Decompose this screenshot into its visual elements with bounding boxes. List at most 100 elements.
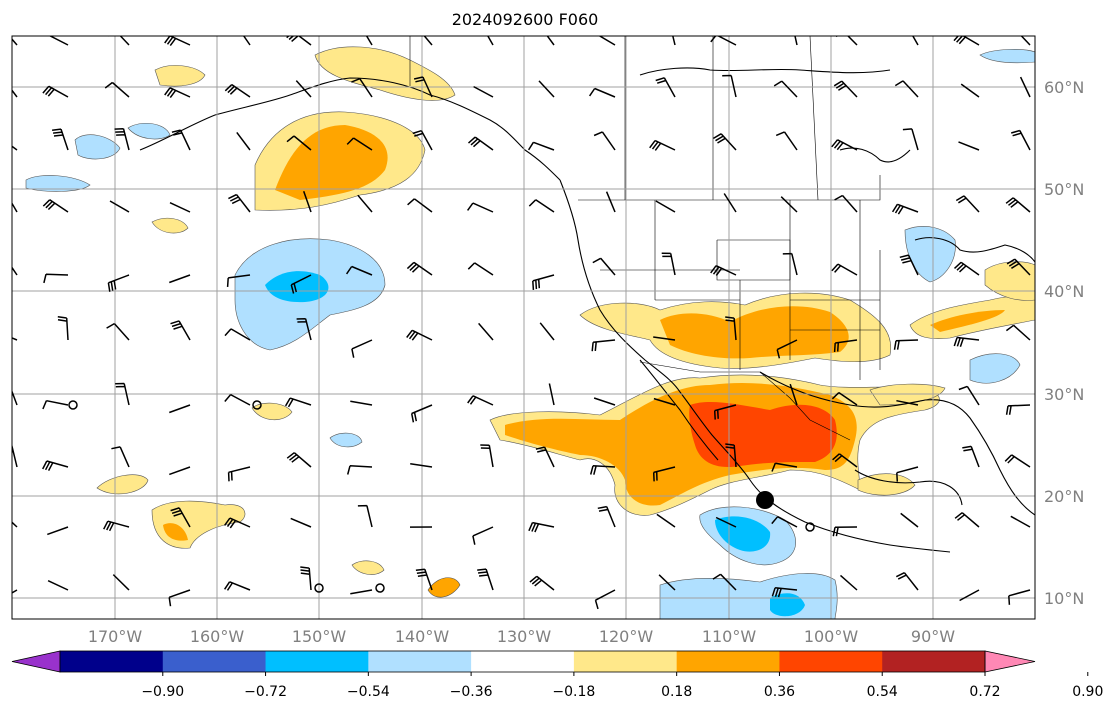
shade-negative-nw-pacific: [74, 134, 121, 160]
shade-negative-west-edge: [25, 175, 91, 192]
wind-barb: [104, 81, 130, 98]
lon-label-130: 130°W: [497, 627, 552, 646]
colorbar-segment: [162, 651, 267, 672]
wind-barbs: [12, 36, 1031, 610]
colorbar-tick-label: −0.36: [450, 684, 493, 700]
wind-barb: [771, 587, 798, 598]
wind-barb: [286, 452, 312, 468]
wind-barb: [593, 397, 616, 406]
wind-barb: [1004, 454, 1031, 468]
wind-barb: [831, 139, 858, 151]
colorbar-segment: [573, 651, 678, 672]
wind-barb: [171, 129, 191, 151]
colorbar-tick-label: 0.36: [764, 684, 795, 700]
wind-barb: [170, 320, 191, 341]
shade-positive-aleutian-small: [151, 217, 189, 234]
wind-barb: [284, 397, 312, 408]
wind-barb: [528, 521, 555, 533]
colorbar-segment: [368, 651, 472, 672]
wind-barb: [528, 199, 555, 213]
wind-barb: [1005, 404, 1031, 415]
shade-positive-sw-us-core: [660, 306, 849, 359]
wind-barb: [782, 252, 798, 276]
wind-barb: [236, 131, 251, 151]
colorbar-tick-label: −0.18: [552, 684, 595, 700]
wind-barb: [415, 568, 433, 591]
shade-positive-small-3: [427, 577, 461, 598]
wind-barb: [12, 521, 18, 528]
border-us-mexico: [639, 361, 851, 441]
wind-barb: [103, 520, 130, 532]
wind-barb: [539, 322, 555, 341]
wind-barb: [722, 74, 737, 98]
wind-barb: [112, 574, 130, 591]
wind-barb: [357, 194, 373, 213]
colorbar-segment: [471, 651, 575, 672]
wind-barb: [107, 274, 130, 292]
wind-barb: [959, 589, 980, 602]
lat-label-20: 20°N: [1044, 487, 1084, 506]
lon-label-170: 170°W: [88, 627, 143, 646]
wind-barb: [771, 516, 798, 528]
wind-barb: [835, 36, 858, 46]
colorbar-segment: [676, 651, 780, 672]
colorbar-extend-max: [984, 650, 1036, 673]
colorbar-tick-label: 0.18: [661, 684, 692, 700]
wind-barb: [592, 257, 616, 276]
wind-barb: [529, 575, 555, 591]
graticule: [12, 36, 1035, 619]
lon-label-120: 120°W: [599, 627, 654, 646]
wind-barb: [12, 589, 18, 594]
wind-barb: [42, 85, 69, 98]
wind-barb: [789, 383, 798, 406]
wind-barb: [891, 203, 919, 215]
wind-barb: [1005, 197, 1031, 213]
wind-barb: [794, 36, 798, 46]
wind-barb: [833, 80, 858, 98]
wind-barb: [286, 135, 312, 151]
wind-barb: [900, 512, 919, 528]
wind-barb: [962, 445, 980, 468]
wind-barb: [47, 526, 69, 536]
wind-barb: [1005, 324, 1031, 341]
wind-barb: [1020, 36, 1031, 46]
wind-barb: [538, 80, 555, 98]
wind-barb: [656, 513, 676, 528]
lat-label-60: 60°N: [1044, 78, 1084, 97]
lon-label-100: 100°W: [804, 627, 859, 646]
wind-barb: [658, 574, 676, 591]
wind-barb: [775, 131, 798, 151]
border-us-states-2: [789, 200, 881, 380]
wind-barb: [773, 80, 798, 98]
wind-barb: [346, 137, 373, 151]
shade-positive-aleutian: [154, 65, 206, 87]
wind-barb: [723, 193, 737, 213]
wind-barb: [406, 329, 433, 341]
shade-positive-central-pacific-core: [163, 523, 188, 541]
wind-barb: [725, 316, 737, 341]
latitude-labels: 60°N 50°N 40°N 30°N 20°N 10°N: [1044, 78, 1084, 608]
colorbar-tick-label: 0.90: [1072, 684, 1103, 700]
wind-barb: [466, 202, 494, 213]
wind-barb: [598, 36, 616, 46]
wind-barb: [350, 400, 373, 406]
wind-barb: [223, 581, 251, 591]
wind-barb: [407, 198, 433, 213]
wind-barb: [960, 83, 980, 98]
wind-barb: [780, 196, 798, 213]
wind-barb: [57, 315, 69, 341]
wind-barb: [472, 526, 494, 545]
wind-barb: [169, 202, 191, 213]
wind-barb: [12, 337, 18, 341]
wind-barb: [286, 36, 312, 46]
wind-barb: [1019, 76, 1031, 98]
shade-negative-bering: [127, 122, 171, 140]
shade-positive-gulf: [857, 473, 916, 496]
wind-barb: [302, 190, 312, 213]
shade-negative-southeast: [969, 353, 1021, 384]
border-us-states-3: [600, 269, 880, 331]
wind-barb: [589, 465, 616, 475]
wind-barb: [649, 139, 676, 151]
wind-barb: [295, 80, 312, 98]
shade-negative-north-pacific-core: [265, 271, 329, 303]
